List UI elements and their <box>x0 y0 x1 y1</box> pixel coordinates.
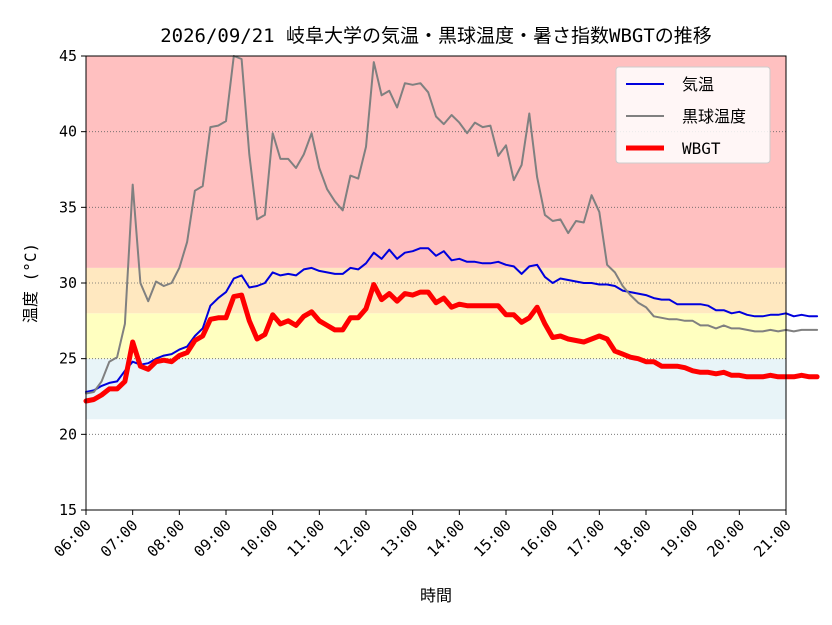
y-tick-label: 45 <box>59 47 77 65</box>
y-axis: 15 20 25 30 35 40 45 <box>59 47 86 519</box>
x-tick-label: 13:00 <box>377 516 422 561</box>
x-tick-label: 19:00 <box>657 516 702 561</box>
x-axis-label: 時間 <box>420 586 452 605</box>
x-tick-label: 09:00 <box>190 516 235 561</box>
x-tick-label: 21:00 <box>750 516 795 561</box>
series-line-1 <box>85 55 819 395</box>
band-2 <box>86 267 786 314</box>
y-tick-label: 35 <box>59 198 77 216</box>
legend-label-0: 気温 <box>682 75 714 94</box>
legend-label-2: WBGT <box>682 139 721 158</box>
series-line-2 <box>83 282 820 404</box>
y-tick-label: 30 <box>59 274 77 292</box>
x-tick-label: 15:00 <box>470 516 515 561</box>
band-0 <box>86 358 786 420</box>
y-tick-label: 25 <box>59 350 77 368</box>
x-tick-label: 11:00 <box>284 516 329 561</box>
x-tick-label: 18:00 <box>610 516 655 561</box>
x-tick-label: 14:00 <box>424 516 469 561</box>
x-tick-label: 12:00 <box>330 516 375 561</box>
legend-box <box>615 66 771 164</box>
chart-title: 2026/09/21 岐阜大学の気温・黒球温度・暑さ指数WBGTの推移 <box>160 25 712 47</box>
y-axis-label: 温度 (°C) <box>21 243 40 323</box>
x-tick-label: 16:00 <box>517 516 562 561</box>
y-tick-label: 20 <box>59 425 77 443</box>
series-line-0 <box>85 247 819 393</box>
x-tick-label: 20:00 <box>704 516 749 561</box>
x-tick-label: 06:00 <box>50 516 95 561</box>
x-tick-label: 10:00 <box>237 516 282 561</box>
y-tick-label: 15 <box>59 501 77 519</box>
series-lines <box>83 55 820 404</box>
x-tick-label: 07:00 <box>97 516 142 561</box>
y-tick-label: 40 <box>59 123 77 141</box>
x-axis: 06:00 07:00 08:00 09:00 10:00 11:00 12:00 13:00… <box>50 510 795 561</box>
x-tick-label: 08:00 <box>144 516 189 561</box>
legend-label-1: 黒球温度 <box>682 107 746 126</box>
x-tick-label: 17:00 <box>564 516 609 561</box>
